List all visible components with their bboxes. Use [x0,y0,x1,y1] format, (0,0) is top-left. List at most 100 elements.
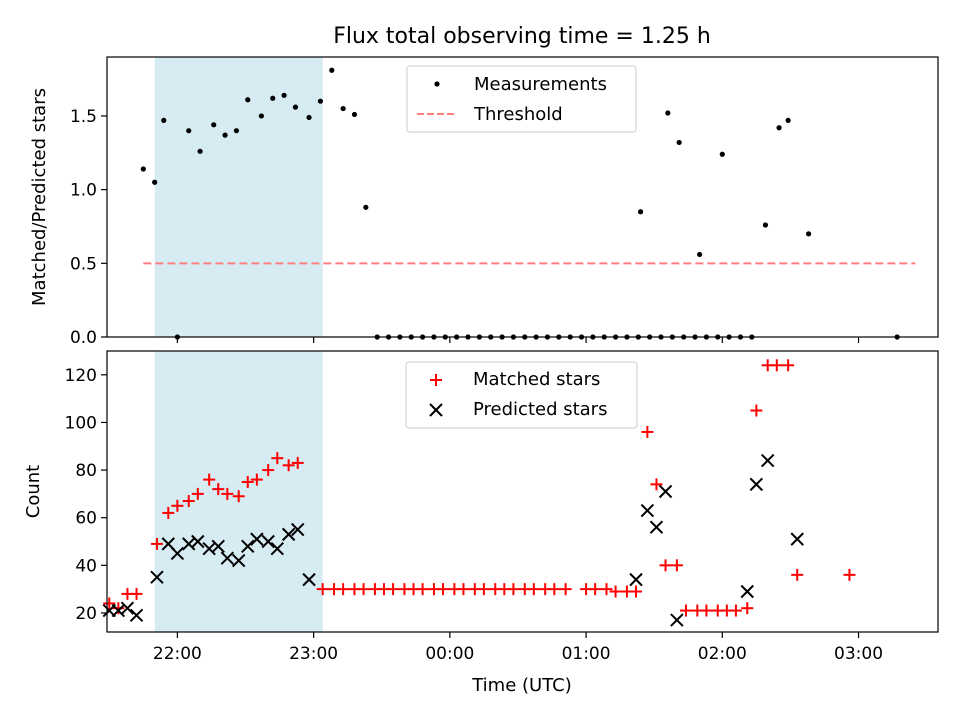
y-tick-label: 80 [75,461,97,481]
x-tick-label: 22:00 [153,644,202,664]
matched-star-point [791,568,804,581]
measurement-point [665,110,671,116]
measurement-point [161,117,167,123]
y-tick-label: 1.5 [70,107,97,127]
bottom-legend: Matched stars Predicted stars [405,361,638,429]
predicted-star-point [211,539,225,553]
matched-star-point [548,583,561,596]
matched-star-point [387,583,400,596]
measurement-point [233,128,240,134]
measurement-point [306,114,312,121]
y-tick-label: 40 [75,556,97,576]
y-tick-label: 0.5 [70,254,97,274]
measurement-point [676,139,682,146]
predicted-star-point [302,572,316,587]
measurement-point [696,251,703,258]
matched-star-point [241,475,254,488]
measurement-point [805,231,812,237]
measurement-point [351,111,358,118]
measurement-point [776,125,782,131]
predicted-star-point [281,527,296,542]
matched-star-point [191,487,204,500]
measurement-point [186,128,192,134]
matched-star-point [271,452,284,465]
matched-star-point [103,597,116,610]
predicted-star-point [261,534,275,549]
matched-star-point [670,559,683,572]
matched-star-point [203,473,216,486]
legend-measurements-marker [434,81,440,87]
matched-star-point [250,473,263,486]
measurement-point [292,104,299,110]
x-tick-label: 01:00 [562,644,611,664]
predicted-star-point [150,570,164,584]
matched-star-point [679,604,692,617]
predicted-star-point [740,584,754,599]
predicted-star-point [629,572,643,587]
x-tick-label: 23:00 [289,644,338,664]
predicted-star-point [191,534,205,549]
legend-measurements-label: Measurements [474,74,607,95]
predicted-star-point [129,608,144,623]
y-tick-label: 60 [75,509,97,529]
measurement-point [363,204,369,210]
bottom-y-axis-label: Count [23,465,44,518]
measurement-point [258,113,264,119]
matched-star-point [212,483,225,496]
matched-star-point [316,583,329,596]
measurement-point [637,209,644,215]
matched-star-point [600,583,613,596]
measurement-point [197,148,203,154]
matched-star-point [782,359,795,372]
legend-matched-label: Matched stars [473,369,600,390]
top-highlight-span [154,57,323,337]
predicted-star-point [790,532,804,546]
matched-star-point [457,583,470,596]
matched-star-point [527,583,540,596]
predicted-star-point [649,520,664,534]
matched-star-point [750,404,763,417]
matched-star-point [650,478,663,491]
measurement-point [785,117,791,123]
y-tick-label: 120 [65,366,97,386]
matched-star-point [130,587,143,600]
bottom-plot-frame [106,350,939,633]
chart-title: Flux total observing time = 1.25 h [333,24,711,49]
matched-star-point [630,585,643,598]
predicted-star-point [170,546,185,561]
predicted-star-point [640,503,655,518]
measurement-point [140,166,146,172]
matched-star-point [559,583,572,596]
matched-star-point [162,506,175,519]
bottom-panel: 20 40 60 80 100 120 22:00 23:00 00:00 01:00 02:00 0… [23,350,939,696]
x-tick-label: 00:00 [425,644,474,664]
measurement-point [317,98,324,104]
matched-star-point [741,602,754,615]
matched-star-point [589,583,602,596]
y-tick-label: 0.0 [70,328,97,348]
predicted-star-point [658,484,673,499]
measurement-point [211,122,217,128]
predicted-star-point [231,553,246,568]
matched-star-point [700,604,713,617]
matched-star-point [150,537,163,550]
measurement-point [270,95,276,101]
matched-star-point [112,602,125,615]
matched-star-point [729,604,742,617]
matched-star-point [221,487,234,500]
predicted-star-point [761,453,775,468]
matched-star-point [416,583,429,596]
matched-star-point [262,464,275,477]
measurement-point [762,222,769,228]
matched-star-point [291,456,304,469]
predicted-star-point [120,601,135,615]
predicted-star-point [220,551,235,565]
matched-star-point [770,359,783,372]
x-tick-label: 02:00 [698,644,747,664]
matched-star-point [437,583,450,596]
matched-star-point [659,559,672,572]
matched-star-point [641,425,654,438]
x-tick-label: 03:00 [834,644,883,664]
measurement-point [222,132,228,138]
